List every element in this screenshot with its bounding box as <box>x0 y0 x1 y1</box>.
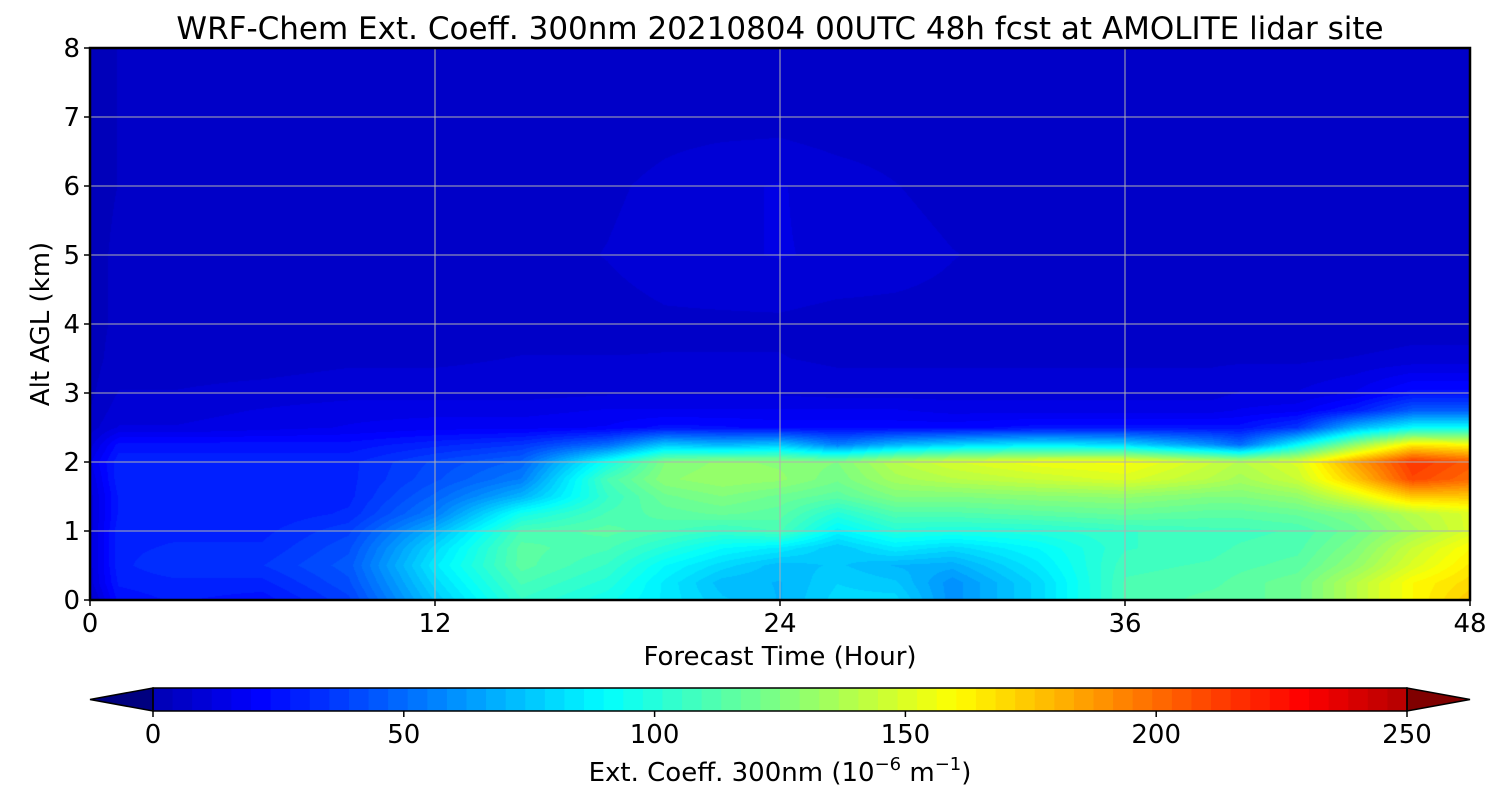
colorbar-bin <box>662 688 683 711</box>
colorbar-bin <box>1132 688 1153 711</box>
colorbar-bin <box>721 688 742 711</box>
y-axis-label: Alt AGL (km) <box>26 242 56 406</box>
x-tick-label: 0 <box>82 609 99 639</box>
colorbar-bin <box>368 688 389 711</box>
colorbar-bin <box>623 688 644 711</box>
y-tick-label: 2 <box>63 448 80 478</box>
y-tick-label: 6 <box>63 172 80 202</box>
colorbar-bin <box>975 688 997 711</box>
colorbar-bin <box>799 688 820 711</box>
colorbar-bin <box>1348 688 1369 711</box>
colorbar-bin <box>192 688 213 711</box>
colorbar-bin <box>153 688 174 711</box>
x-tick-label: 24 <box>763 609 796 639</box>
colorbar-bin <box>564 688 585 711</box>
colorbar-bin <box>1191 688 1212 711</box>
colorbar-bin <box>329 688 350 711</box>
colorbar-bin <box>936 688 957 711</box>
colorbar-bin <box>544 688 566 711</box>
colorbar-bin <box>917 688 938 711</box>
colorbar-bin <box>466 688 487 711</box>
plot-area <box>88 46 1472 602</box>
colorbar-tick-label: 200 <box>1131 720 1181 750</box>
y-tick-label: 4 <box>63 310 80 340</box>
colorbar-bin <box>819 688 840 711</box>
colorbar-bin <box>250 688 272 711</box>
y-tick-label: 7 <box>63 103 80 133</box>
colorbar-bin <box>1230 688 1251 711</box>
colorbar-bin <box>642 688 664 711</box>
x-tick-label: 12 <box>418 609 451 639</box>
colorbar-bin <box>1054 688 1075 711</box>
colorbar-tick-label: 250 <box>1382 720 1432 750</box>
colorbar-bin <box>505 688 526 711</box>
colorbar-bin <box>525 688 546 711</box>
colorbar-bin <box>211 688 232 711</box>
colorbar-bin <box>1152 688 1173 711</box>
colorbar-bin <box>1211 688 1232 711</box>
colorbar-tick-label: 0 <box>145 720 162 750</box>
colorbar-bin <box>877 688 899 711</box>
colorbar-tick-label: 150 <box>881 720 931 750</box>
colorbar-bin <box>760 688 781 711</box>
colorbar-bin <box>290 688 311 711</box>
chart-title: WRF-Chem Ext. Coeff. 300nm 20210804 00UT… <box>176 11 1383 47</box>
colorbar-bin <box>858 688 879 711</box>
colorbar-bin <box>1309 688 1330 711</box>
colorbar-bin <box>231 688 252 711</box>
colorbar-bin <box>446 688 468 711</box>
colorbar-bin <box>1387 688 1408 711</box>
colorbar-bin <box>1093 688 1114 711</box>
y-axis: 0 1 2 3 4 5 6 7 8 Alt AGL (km) <box>26 34 90 616</box>
x-axis-label: Forecast Time (Hour) <box>643 642 916 672</box>
y-tick-label: 5 <box>63 241 80 271</box>
colorbar-bin <box>486 688 507 711</box>
x-tick-label: 48 <box>1453 609 1486 639</box>
x-tick-label: 36 <box>1108 609 1141 639</box>
colorbar-bin <box>270 688 291 711</box>
colorbar-bin <box>1328 688 1349 711</box>
colorbar-bin <box>1015 688 1036 711</box>
colorbar-bin <box>309 688 330 711</box>
colorbar-bin <box>427 688 448 711</box>
y-tick-label: 8 <box>63 34 80 64</box>
colorbar-bin <box>603 688 624 711</box>
colorbar-bin <box>1073 688 1095 711</box>
colorbar-extend-max <box>1406 687 1471 712</box>
colorbar-bin <box>388 688 409 711</box>
colorbar-bin <box>1289 688 1310 711</box>
colorbar-bin <box>407 688 428 711</box>
colorbar-bin <box>1171 688 1193 711</box>
colorbar-bin <box>172 688 193 711</box>
colorbar-bin <box>584 688 605 711</box>
colorbar-bin <box>897 688 918 711</box>
colorbar-bin <box>701 688 722 711</box>
colorbar-bin <box>1034 688 1055 711</box>
colorbar-bin <box>1113 688 1134 711</box>
colorbar-bin <box>682 688 703 711</box>
x-axis: 0 12 24 36 48 Forecast Time (Hour) <box>82 600 1487 672</box>
y-tick-label: 1 <box>63 517 80 547</box>
colorbar-bin <box>348 688 370 711</box>
colorbar-label: Ext. Coeff. 300nm (10−6 m−1) <box>589 754 972 788</box>
colorbar-bin <box>1250 688 1271 711</box>
colorbar-bin <box>1367 688 1389 711</box>
colorbar-bin <box>956 688 977 711</box>
colorbar-bin <box>1269 688 1291 711</box>
y-tick-label: 3 <box>63 379 80 409</box>
colorbar-tick-label: 100 <box>630 720 680 750</box>
colorbar-extend-min <box>89 687 154 712</box>
colorbar: 0 50 100 150 200 250 Ext. Coeff. 300nm (10−6 … <box>89 687 1471 788</box>
colorbar-bin <box>995 688 1016 711</box>
y-tick-label: 0 <box>63 586 80 616</box>
colorbar-bin <box>838 688 859 711</box>
grid-lines <box>90 48 1470 600</box>
colorbar-tick-label: 50 <box>387 720 420 750</box>
colorbar-bin <box>780 688 801 711</box>
colorbar-bin <box>740 688 762 711</box>
colorbar-frame <box>152 687 1408 712</box>
